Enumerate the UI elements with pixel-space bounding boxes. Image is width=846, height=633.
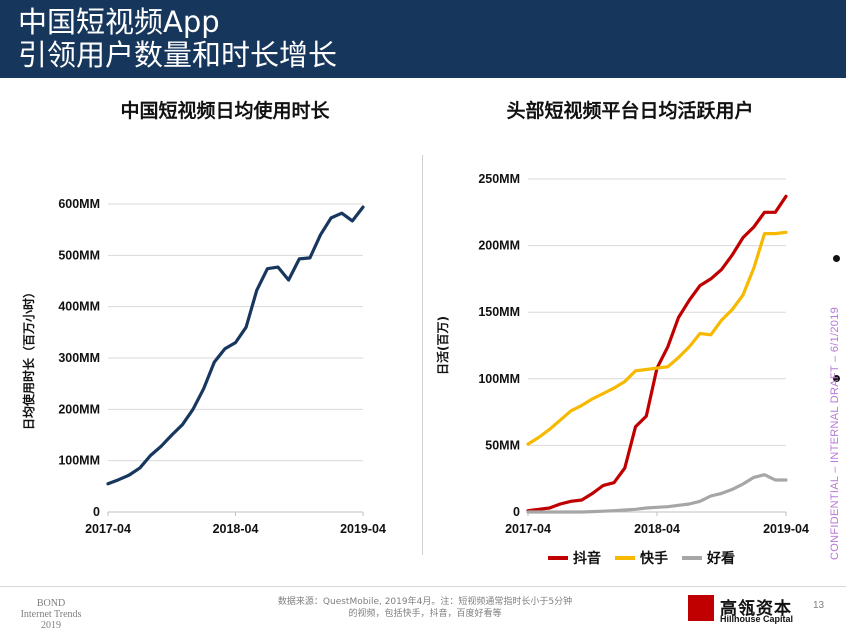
source-note-line2: 的视频，包括快手，抖音，百度好看等	[348, 609, 502, 619]
hillhouse-logo-cn: 高瓴资本	[720, 599, 792, 619]
y-tick-label: 0	[93, 505, 100, 519]
y-tick-label: 600MM	[58, 197, 100, 211]
source-note-line1: 数据来源：QuestMobile, 2019年4月。注：短视频通常指时长小于5分…	[277, 597, 573, 607]
page-number: 13	[813, 600, 825, 611]
header-bar: 中国短视频App 引领用户数量和时长增长	[0, 0, 846, 78]
series-line-chart1-0	[526, 194, 788, 513]
bond-logo-line3: 2019	[41, 620, 61, 631]
legend-swatch-kuaishou	[615, 556, 635, 560]
bond-logo-line1: BOND	[36, 598, 66, 609]
series-line-chart0-0	[106, 205, 365, 486]
series-line-chart1-1	[526, 230, 788, 446]
series-line-chart1-2	[526, 473, 788, 514]
x-tick-label: 2019-04	[340, 522, 386, 536]
y-tick-label: 100MM	[478, 372, 520, 386]
slide-title-line1: 中国短视频App	[18, 5, 220, 39]
slide-title: 中国短视频App 引领用户数量和时长增长	[18, 6, 337, 72]
legend-swatch-haokan	[682, 556, 702, 560]
legend-item-douyin: 抖音	[548, 548, 601, 568]
y-axis-label: 日均使用时长（百万小时）	[21, 286, 36, 430]
hillhouse-logo-mark	[688, 595, 714, 621]
hillhouse-logo-en: Hillhouse Capital	[720, 614, 794, 624]
y-tick-label: 500MM	[58, 248, 100, 262]
bullet-dot-top	[833, 255, 840, 262]
left-chart-title: 中国短视频日均使用时长	[120, 100, 330, 122]
legend-label-haokan: 好看	[707, 551, 735, 567]
y-axis-label: 日活(百万)	[435, 316, 450, 375]
x-tick-label: 2018-04	[634, 522, 680, 536]
right-chart-title: 头部短视频平台日均活跃用户	[506, 100, 754, 122]
x-tick-label: 2017-04	[505, 522, 551, 536]
y-tick-label: 400MM	[58, 300, 100, 314]
x-tick-label: 2018-04	[213, 522, 259, 536]
legend-swatch-douyin	[548, 556, 568, 560]
x-tick-label: 2017-04	[85, 522, 131, 536]
slide-title-line2: 引领用户数量和时长增长	[18, 38, 338, 72]
y-tick-label: 300MM	[58, 351, 100, 365]
y-tick-label: 100MM	[58, 454, 100, 468]
panel-divider	[422, 155, 423, 555]
y-tick-label: 50MM	[485, 438, 520, 452]
legend-label-kuaishou: 快手	[640, 551, 668, 567]
footer-divider	[0, 586, 846, 587]
source-note: 数据来源：QuestMobile, 2019年4月。注：短视频通常指时长小于5分…	[250, 596, 600, 620]
y-tick-label: 0	[513, 505, 520, 519]
y-tick-label: 200MM	[58, 402, 100, 416]
chart-legend: 抖音 快手 好看	[548, 548, 735, 568]
bond-logo: BOND Internet Trends 2019	[14, 598, 88, 631]
bond-logo-line2: Internet Trends	[20, 609, 82, 620]
bullet-dot-bottom	[833, 375, 840, 382]
confidential-watermark: CONFIDENTIAL – INTERNAL DRAFT – 6/1/2019	[829, 306, 841, 560]
legend-label-douyin: 抖音	[573, 551, 601, 567]
legend-item-haokan: 好看	[682, 548, 735, 568]
y-tick-label: 200MM	[478, 239, 520, 253]
y-tick-label: 150MM	[478, 305, 520, 319]
legend-item-kuaishou: 快手	[615, 548, 668, 568]
y-tick-label: 250MM	[478, 172, 520, 186]
x-tick-label: 2019-04	[763, 522, 809, 536]
